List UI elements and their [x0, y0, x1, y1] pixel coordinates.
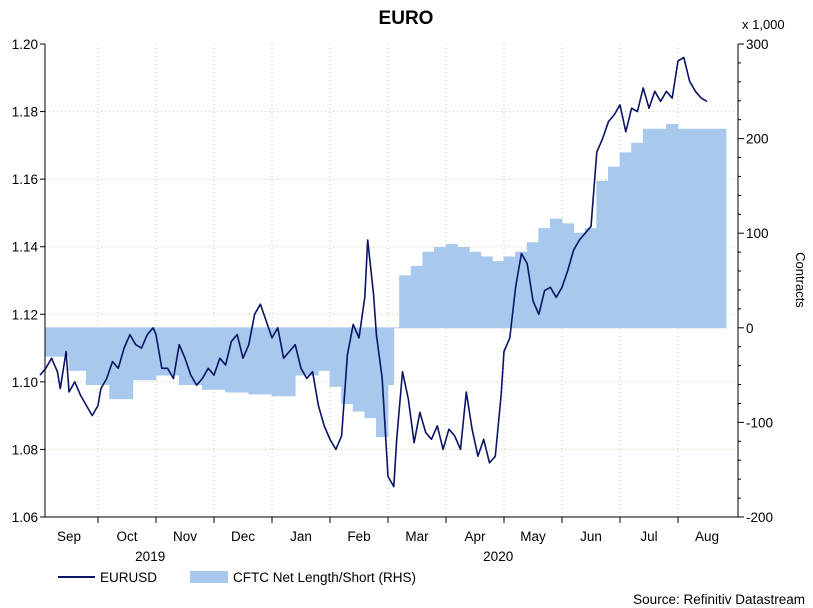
- axes-frame: [44, 44, 739, 518]
- right-axis: -200 -100 0 100 200 300: [738, 37, 773, 525]
- right-tick-label: -100: [746, 415, 773, 430]
- x-month-label: Nov: [173, 529, 197, 544]
- cftc-area: [44, 124, 727, 437]
- left-axis: 1.06 1.08 1.10 1.12 1.14 1.16 1.18 1.20: [12, 37, 45, 525]
- cftc-area-series: [44, 124, 727, 437]
- source-note: Source: Refinitiv Datastream: [633, 592, 805, 607]
- x-month-label: Apr: [464, 529, 486, 544]
- legend-cftc-label: CFTC Net Length/Short (RHS): [233, 570, 416, 585]
- left-tick-label: 1.14: [12, 240, 39, 255]
- left-tick-label: 1.10: [12, 375, 38, 390]
- left-tick-label: 1.12: [12, 307, 38, 322]
- x-month-label: Jun: [580, 529, 602, 544]
- right-tick-label: 200: [746, 132, 769, 147]
- legend: EURUSD CFTC Net Length/Short (RHS): [58, 570, 416, 585]
- x-month-label: Dec: [231, 529, 255, 544]
- left-tick-label: 1.06: [12, 510, 38, 525]
- x-axis: Sep Oct Nov Dec Jan Feb Mar Apr May Jun Jul Aug 2019…: [57, 517, 719, 564]
- eurusd-line-series: [39, 56, 708, 488]
- eurusd-line: [39, 56, 708, 488]
- left-tick-label: 1.08: [12, 442, 38, 457]
- x-month-label: Oct: [116, 529, 137, 544]
- x-year-label: 2019: [135, 549, 165, 564]
- left-tick-label: 1.18: [12, 105, 38, 120]
- x-month-label: Sep: [57, 529, 81, 544]
- right-tick-label: -200: [746, 510, 773, 525]
- x-month-label: Aug: [695, 529, 719, 544]
- right-tick-label: 300: [746, 37, 769, 52]
- right-axis-multiplier: x 1,000: [742, 17, 785, 32]
- left-tick-label: 1.16: [12, 172, 38, 187]
- x-month-label: Feb: [347, 529, 370, 544]
- left-tick-label: 1.20: [12, 37, 38, 52]
- right-tick-label: 0: [746, 321, 754, 336]
- x-year-label: 2020: [483, 549, 513, 564]
- x-month-label: Jul: [640, 529, 657, 544]
- right-tick-label: 100: [746, 226, 769, 241]
- right-axis-label: Contracts: [793, 252, 808, 308]
- x-month-label: May: [520, 529, 546, 544]
- x-month-label: Mar: [405, 529, 429, 544]
- x-month-label: Jan: [290, 529, 312, 544]
- legend-eurusd-label: EURUSD: [100, 570, 157, 585]
- chart-title: EURO: [379, 8, 434, 29]
- legend-cftc-swatch: [190, 571, 228, 583]
